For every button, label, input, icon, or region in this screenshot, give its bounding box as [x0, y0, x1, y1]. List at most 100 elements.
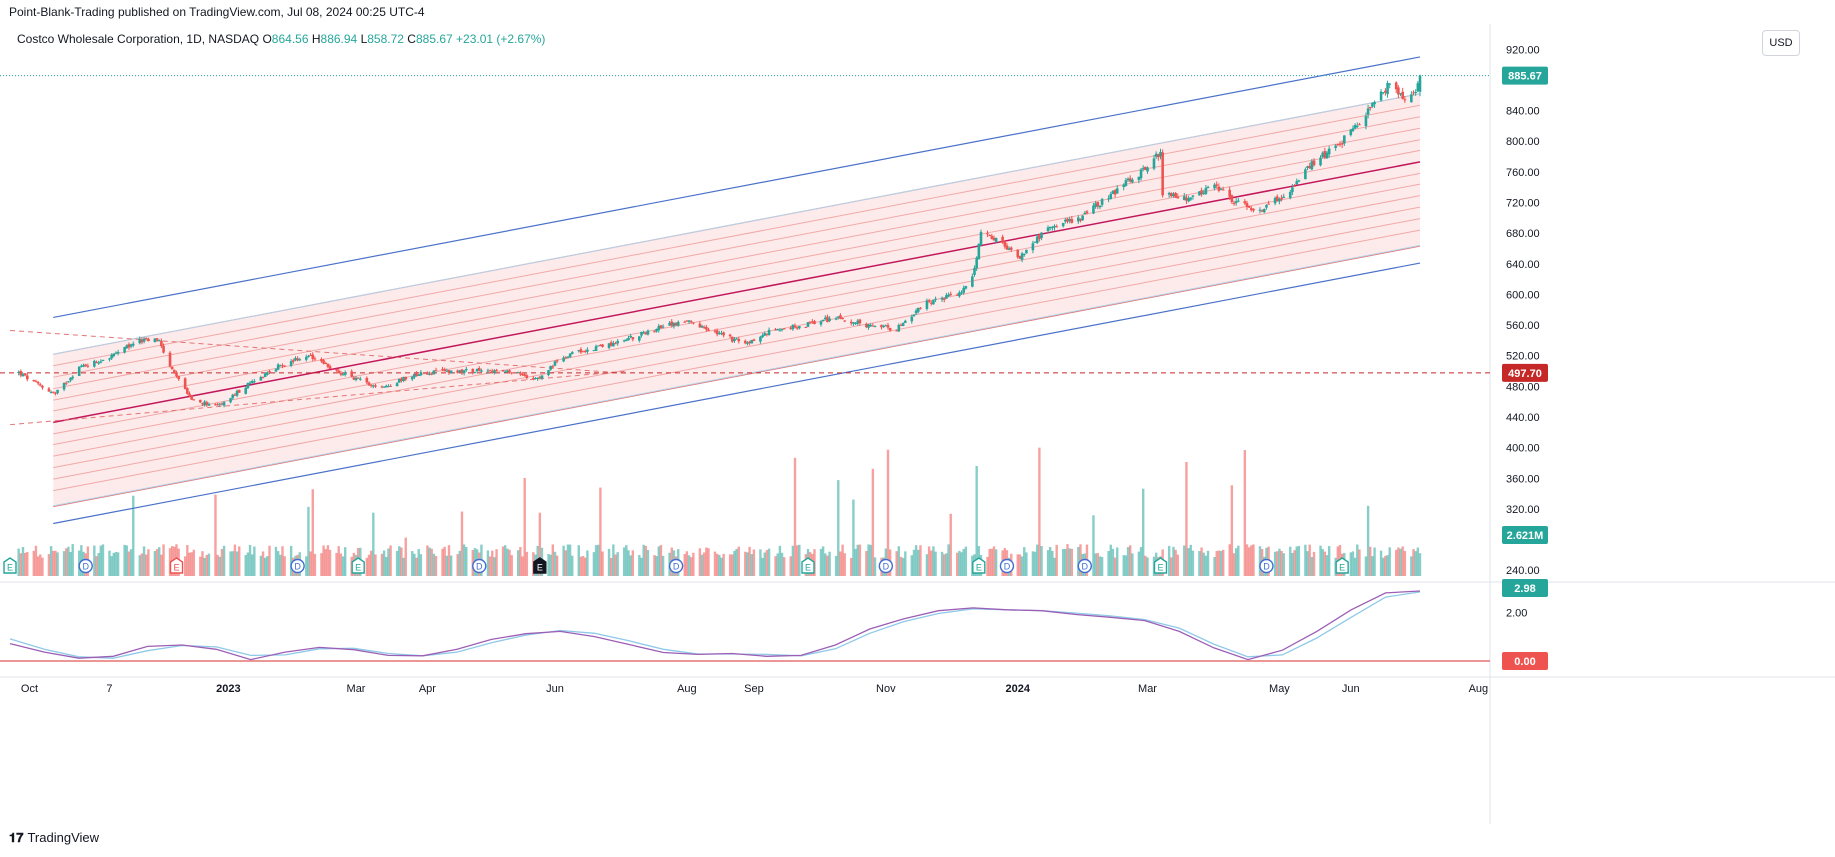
- earnings-marker-icon: [801, 557, 815, 574]
- volume-bar: [1092, 515, 1095, 576]
- price-tick-label: 240.00: [1506, 565, 1540, 577]
- candle-body: [871, 325, 875, 327]
- candle-body: [207, 404, 211, 406]
- volume-bar: [140, 553, 144, 576]
- currency-button[interactable]: USD: [1762, 30, 1800, 56]
- candle-body: [1258, 209, 1262, 211]
- candle-body: [337, 370, 341, 374]
- candle-body: [462, 370, 466, 374]
- volume-bar: [958, 550, 961, 576]
- candle-body: [551, 366, 555, 368]
- candle-body: [432, 370, 436, 375]
- volume-bar: [748, 546, 751, 576]
- volume-bar: [279, 554, 282, 576]
- candle-body: [990, 235, 994, 239]
- volume-bar: [419, 554, 423, 576]
- volume-bar: [720, 557, 723, 576]
- volume-bar: [1033, 551, 1037, 576]
- candle-body: [402, 376, 405, 381]
- volume-bar: [873, 557, 877, 576]
- volume-bar: [1382, 557, 1385, 576]
- dividend-marker-icon: [1077, 558, 1093, 574]
- candle-body: [592, 350, 596, 352]
- volume-bar: [248, 545, 252, 576]
- volume-bar: [400, 547, 403, 576]
- volume-bar: [612, 544, 615, 576]
- volume-bar: [841, 544, 844, 576]
- candle-body: [1154, 153, 1158, 157]
- volume-bar: [780, 552, 784, 576]
- price-axis[interactable]: 920.00880.00840.00800.00760.00720.00680.…: [1506, 44, 1540, 577]
- time-tick-label: 2024: [1006, 683, 1031, 695]
- volume-bar: [398, 546, 401, 576]
- candle-body: [1018, 255, 1022, 259]
- volume-bar: [793, 457, 797, 576]
- candle-body: [369, 384, 373, 386]
- volume-bar: [737, 546, 740, 576]
- candle-body: [674, 323, 678, 326]
- candle-body: [1366, 108, 1370, 115]
- time-tick-label: Aug: [677, 683, 697, 695]
- volume-bar: [413, 553, 416, 576]
- candle-body: [1066, 218, 1069, 222]
- candle-body: [1219, 188, 1223, 190]
- volume-bar: [263, 557, 267, 576]
- earnings-marker-label: E: [174, 563, 180, 573]
- volume-bar: [1170, 557, 1173, 576]
- candle-body: [415, 373, 418, 377]
- volume-bar: [387, 548, 390, 576]
- candle-body: [54, 392, 57, 394]
- candle-body: [806, 322, 810, 327]
- volume-bar: [1273, 551, 1277, 576]
- dividend-marker-label: D: [1263, 561, 1270, 571]
- volume-bar: [1129, 545, 1132, 576]
- volume-bar: [731, 554, 734, 576]
- volume-bar: [1202, 552, 1205, 576]
- volume-bar: [1064, 549, 1067, 576]
- time-tick-label: Jun: [1342, 683, 1360, 695]
- volume-bar: [850, 557, 853, 576]
- oscillator-value-tag-bg: [1502, 579, 1548, 597]
- candle-body: [86, 365, 90, 367]
- candle-body: [804, 326, 808, 328]
- candle-body: [516, 372, 520, 374]
- volume-bar: [886, 449, 890, 576]
- volume-bar: [322, 545, 325, 576]
- candle-body: [248, 382, 252, 384]
- candle-body: [715, 330, 719, 335]
- volume-bar: [41, 557, 44, 576]
- candle-body: [458, 370, 462, 373]
- volume-bar: [233, 544, 237, 576]
- volume-bar: [1122, 555, 1125, 576]
- candle-body: [1077, 217, 1080, 222]
- candle-body: [676, 321, 680, 326]
- dividend-marker-label: D: [673, 561, 680, 571]
- candle-body: [1297, 180, 1301, 182]
- candle-body: [490, 371, 494, 374]
- candle-body: [298, 359, 302, 361]
- candle-body: [356, 377, 360, 379]
- volume-bar: [246, 552, 250, 576]
- candle-body: [1403, 99, 1407, 101]
- symbol-name[interactable]: Costco Wholesale Corporation, 1D, NASDAQ: [17, 32, 260, 46]
- volume-bar: [839, 551, 842, 576]
- candle-body: [188, 393, 191, 396]
- candle-body: [759, 336, 762, 342]
- candle-body: [642, 332, 645, 334]
- volume-bar: [1055, 544, 1058, 576]
- candle-body: [229, 398, 232, 403]
- volume-bar: [235, 551, 239, 576]
- candle-body: [627, 337, 630, 341]
- candle-body: [1353, 125, 1357, 129]
- volume-bar: [201, 551, 204, 576]
- volume-bar: [1124, 555, 1128, 576]
- volume-bar: [564, 550, 567, 576]
- candle-body: [155, 338, 159, 340]
- candle-body: [644, 332, 648, 335]
- volume-bar: [1198, 551, 1201, 576]
- time-axis[interactable]: Oct 7 2023 Mar Apr Jun Aug Sep Nov 2024 Mar May Jun A…: [21, 683, 1488, 695]
- candle-body: [843, 320, 847, 322]
- candle-body: [320, 359, 323, 362]
- candle-body: [1234, 201, 1238, 203]
